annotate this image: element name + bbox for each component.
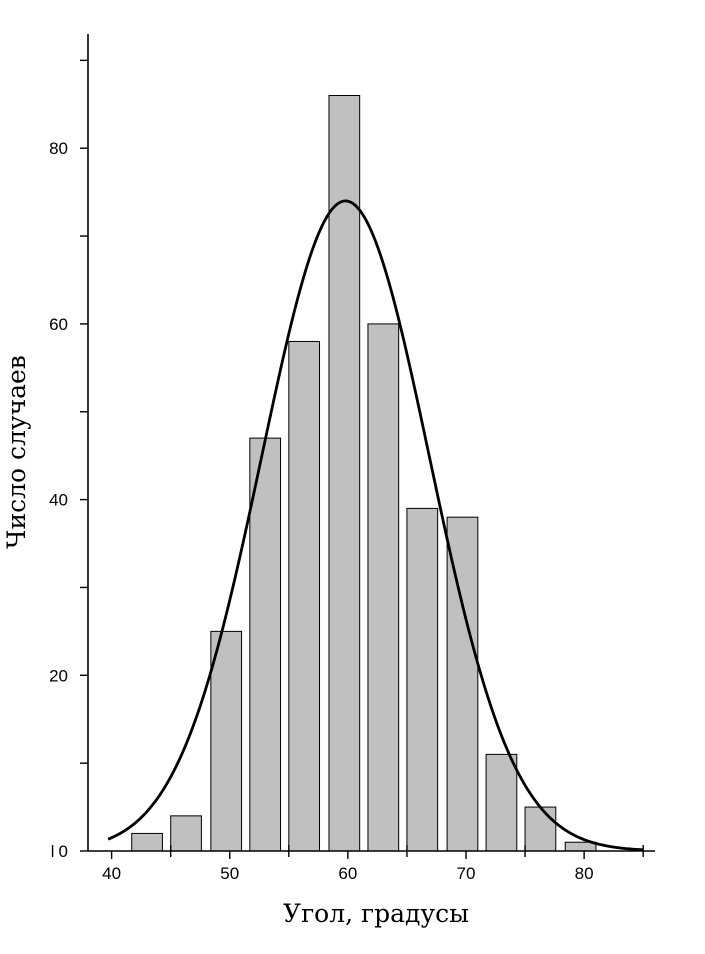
x-tick-label: 70: [457, 864, 476, 883]
bar-4: [288, 340, 321, 852]
x-tick-label: 40: [102, 864, 121, 883]
bar-1: [170, 815, 202, 852]
x-tick-label: 60: [338, 864, 357, 883]
bar-6: [367, 323, 400, 852]
bar-7: [406, 507, 439, 852]
bar-0: [131, 832, 163, 852]
y-axis-title: Число случаев: [2, 355, 31, 549]
x-axis-title: Угол, градусы: [283, 899, 469, 928]
gaussian-fit-curve: [107, 199, 644, 852]
y-tick-label: 80: [49, 139, 68, 158]
bar-3: [249, 437, 282, 852]
y-tick-label: 40: [49, 491, 68, 510]
y-tick-label: 60: [49, 315, 68, 334]
x-tick-label: 80: [575, 864, 594, 883]
y-tick-label: 20: [49, 666, 68, 685]
bar-5: [328, 94, 361, 852]
bar-10: [524, 806, 557, 852]
y-tick-label: 0: [59, 842, 68, 861]
axes-group: 0 20 40 60 80 40 50 60 70 80: [49, 34, 655, 883]
bar-9: [485, 753, 518, 852]
bar-8: [446, 516, 479, 852]
bars-group: [131, 94, 597, 852]
bar-2: [210, 630, 243, 852]
x-tick-label: 50: [220, 864, 239, 883]
